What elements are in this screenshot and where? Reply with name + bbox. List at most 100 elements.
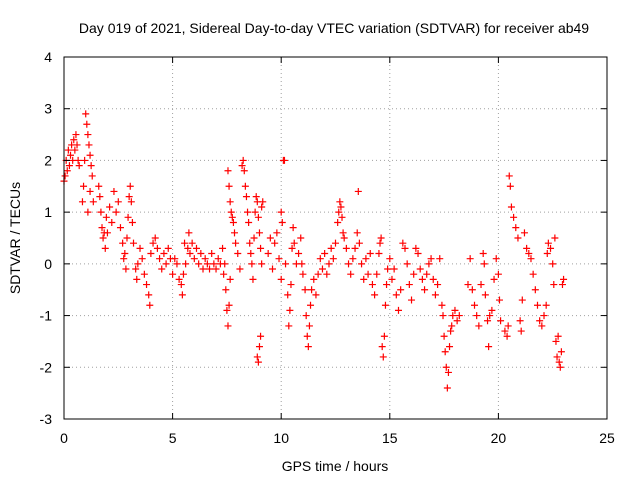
data-point xyxy=(277,208,285,216)
data-point xyxy=(455,312,463,320)
data-point xyxy=(556,363,564,371)
data-point xyxy=(514,234,522,242)
data-point xyxy=(128,218,136,226)
data-point xyxy=(340,234,348,242)
data-point xyxy=(497,317,505,325)
x-axis-label: GPS time / hours xyxy=(282,458,389,474)
data-point xyxy=(544,239,552,247)
data-point xyxy=(540,312,548,320)
data-point xyxy=(185,229,193,237)
data-point xyxy=(443,384,451,392)
data-point xyxy=(106,203,114,211)
data-point xyxy=(473,312,481,320)
data-point xyxy=(475,322,483,330)
data-point xyxy=(451,306,459,314)
data-point xyxy=(383,281,391,289)
data-point xyxy=(231,229,239,237)
data-point xyxy=(188,239,196,247)
data-point xyxy=(85,141,93,149)
data-point xyxy=(97,208,105,216)
y-tick-label: 2 xyxy=(44,152,52,168)
data-point xyxy=(61,172,69,180)
data-point xyxy=(86,187,94,195)
data-point xyxy=(316,255,324,263)
data-point xyxy=(525,250,533,258)
data-point xyxy=(503,332,511,340)
data-point xyxy=(254,213,262,221)
data-point xyxy=(82,110,90,118)
data-point xyxy=(240,167,248,175)
data-point xyxy=(353,229,361,237)
data-point xyxy=(83,120,91,128)
data-point xyxy=(96,193,104,201)
data-point xyxy=(227,208,235,216)
data-point xyxy=(255,229,263,237)
data-point xyxy=(273,229,281,237)
data-point xyxy=(536,317,544,325)
data-point xyxy=(99,234,107,242)
data-point xyxy=(471,301,479,309)
data-point xyxy=(241,182,249,190)
data-point xyxy=(307,301,315,309)
data-point xyxy=(431,291,439,299)
data-point xyxy=(494,270,502,278)
data-point xyxy=(65,162,73,170)
data-point xyxy=(253,353,261,361)
data-point xyxy=(485,343,493,351)
data-point xyxy=(246,239,254,247)
data-point xyxy=(225,182,233,190)
data-point xyxy=(403,260,411,268)
data-point xyxy=(88,172,96,180)
data-point xyxy=(80,182,88,190)
data-point xyxy=(552,337,560,345)
data-point xyxy=(134,260,142,268)
data-point xyxy=(554,332,562,340)
data-point xyxy=(278,218,286,226)
data-point xyxy=(280,156,288,164)
data-point xyxy=(376,239,384,247)
data-point xyxy=(378,343,386,351)
data-point xyxy=(560,275,568,283)
data-point xyxy=(288,244,296,252)
data-point xyxy=(158,265,166,273)
data-point xyxy=(495,296,503,304)
data-point xyxy=(171,255,179,263)
data-point xyxy=(289,224,297,232)
data-point xyxy=(439,312,447,320)
data-point xyxy=(123,234,131,242)
data-point xyxy=(303,332,311,340)
data-point xyxy=(427,255,435,263)
x-tick-label: 15 xyxy=(382,430,398,446)
data-point xyxy=(305,322,313,330)
data-point xyxy=(103,229,111,237)
data-point xyxy=(381,301,389,309)
data-point xyxy=(67,151,75,159)
data-point xyxy=(208,250,216,258)
data-point xyxy=(73,141,81,149)
data-point xyxy=(271,239,279,247)
data-point xyxy=(358,260,366,268)
data-point xyxy=(304,343,312,351)
data-point xyxy=(225,301,233,309)
data-point xyxy=(318,265,326,273)
data-point xyxy=(169,270,177,278)
data-point xyxy=(201,255,209,263)
data-point xyxy=(453,317,461,325)
data-point xyxy=(153,244,161,252)
data-point xyxy=(434,281,442,289)
data-point xyxy=(239,156,247,164)
data-point xyxy=(380,332,388,340)
y-axis-label: SDTVAR / TECUs xyxy=(7,182,23,294)
data-point xyxy=(232,239,240,247)
data-point xyxy=(351,244,359,252)
data-point xyxy=(143,281,151,289)
data-point xyxy=(286,306,294,314)
data-point xyxy=(89,198,97,206)
data-point xyxy=(364,270,372,278)
data-point xyxy=(558,281,566,289)
data-point xyxy=(377,234,385,242)
data-point xyxy=(408,296,416,304)
data-point xyxy=(98,224,106,232)
data-point xyxy=(355,239,363,247)
